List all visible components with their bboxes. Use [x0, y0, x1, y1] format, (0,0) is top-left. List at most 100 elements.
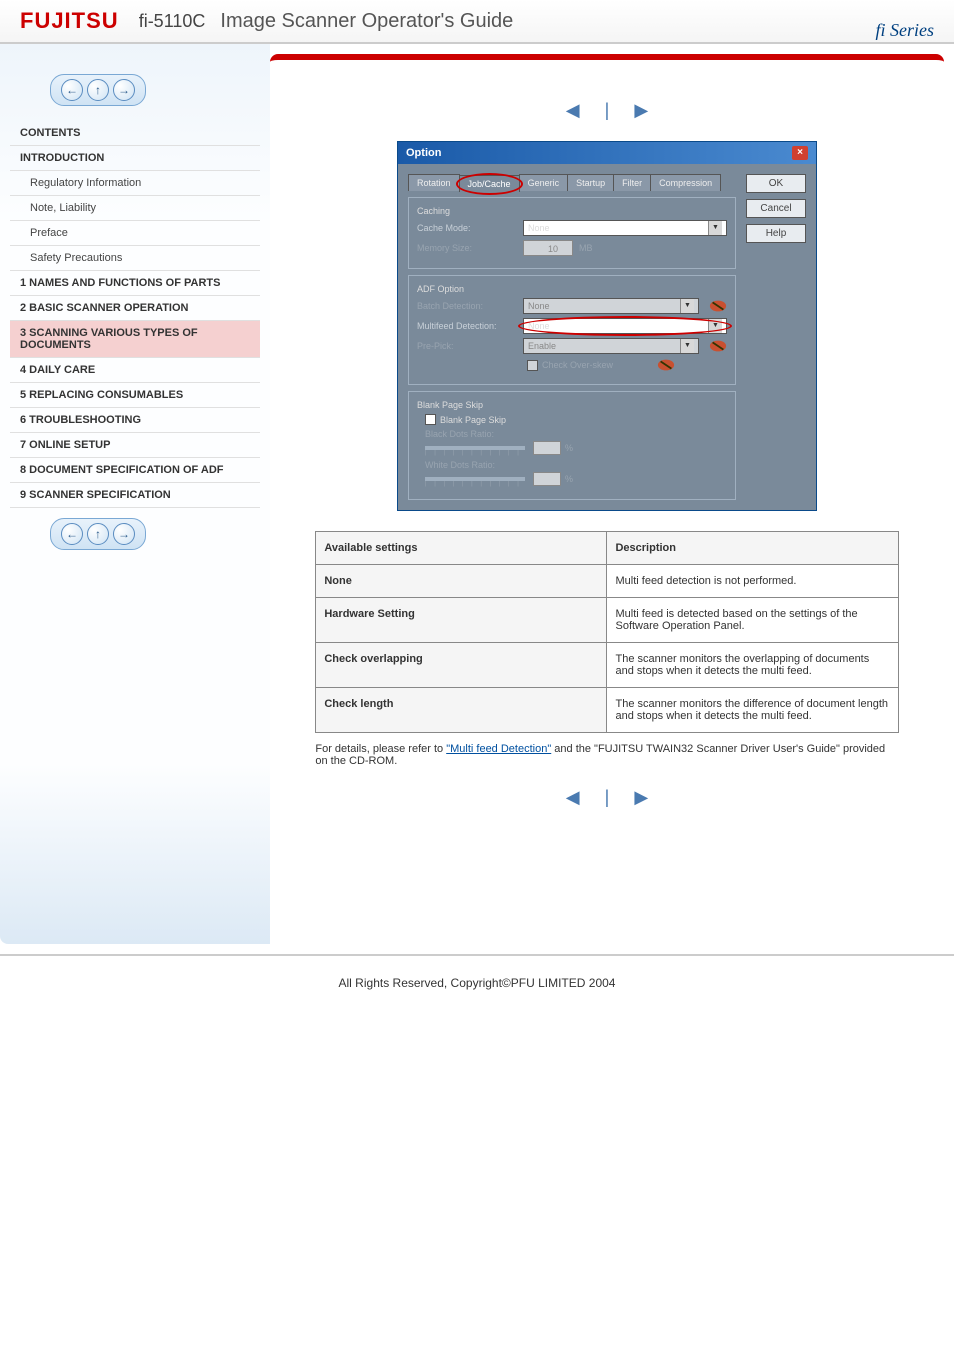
- blank-legend: Blank Page Skip: [417, 400, 727, 410]
- series-badge: fi Series: [876, 20, 935, 41]
- caching-legend: Caching: [417, 206, 727, 216]
- nav-forward-button[interactable]: →: [113, 79, 135, 101]
- dialog-body: RotationJob/CacheGenericStartupFilterCom…: [398, 164, 816, 510]
- toc-item[interactable]: 8 DOCUMENT SPECIFICATION OF ADF: [10, 458, 260, 483]
- pager-divider-bottom: |: [605, 787, 610, 807]
- batch-detection-select: None▼: [523, 298, 699, 314]
- table-cell: Check overlapping: [316, 643, 607, 688]
- nav-back-button-2[interactable]: ←: [61, 523, 83, 545]
- cache-mode-label: Cache Mode:: [417, 223, 517, 233]
- pager-top: ◀ | ▶: [290, 100, 924, 121]
- table-cell: Check length: [316, 688, 607, 733]
- model-number: fi-5110C: [139, 11, 206, 32]
- toc-item[interactable]: 1 NAMES AND FUNCTIONS OF PARTS: [10, 271, 260, 296]
- toc-item[interactable]: 9 SCANNER SPECIFICATION: [10, 483, 260, 508]
- tab-job-cache[interactable]: Job/Cache: [459, 175, 520, 192]
- table-of-contents: CONTENTSINTRODUCTIONRegulatory Informati…: [10, 121, 260, 508]
- dialog-main-panel: RotationJob/CacheGenericStartupFilterCom…: [408, 174, 736, 500]
- adf-legend: ADF Option: [417, 284, 727, 294]
- dialog-button-column: OK Cancel Help: [746, 174, 806, 500]
- chevron-down-icon: ▼: [708, 221, 722, 235]
- cache-mode-select[interactable]: None▼: [523, 220, 727, 236]
- nav-up-button-2[interactable]: ↑: [87, 523, 109, 545]
- toc-item[interactable]: 2 BASIC SCANNER OPERATION: [10, 296, 260, 321]
- chevron-down-icon: ▼: [680, 299, 694, 313]
- chevron-down-icon: ▼: [680, 339, 694, 353]
- main-layout: ← ↑ → CONTENTSINTRODUCTIONRegulatory Inf…: [0, 44, 954, 944]
- brand-logo: FUJITSU: [20, 8, 119, 34]
- toc-item[interactable]: CONTENTS: [10, 121, 260, 146]
- multifeed-detection-select[interactable]: None▼: [523, 318, 727, 334]
- nav-forward-button-2[interactable]: →: [113, 523, 135, 545]
- table-row: Check lengthThe scanner monitors the dif…: [316, 688, 898, 733]
- table-header: Available settings: [316, 532, 607, 565]
- toc-item[interactable]: Regulatory Information: [10, 171, 260, 196]
- unavailable-icon: [709, 299, 727, 313]
- black-dots-label: Black Dots Ratio:: [425, 429, 494, 439]
- toc-item[interactable]: Safety Precautions: [10, 246, 260, 271]
- tab-startup[interactable]: Startup: [567, 174, 614, 191]
- chevron-down-icon: ▼: [708, 319, 722, 333]
- nav-button-group-top: ← ↑ →: [50, 74, 146, 106]
- white-dots-slider: [425, 477, 525, 481]
- table-cell: Multi feed is detected based on the sett…: [607, 598, 898, 643]
- cancel-button[interactable]: Cancel: [746, 199, 806, 218]
- tab-rotation[interactable]: Rotation: [408, 174, 460, 191]
- pager-divider: |: [605, 100, 610, 120]
- table-row: Hardware SettingMulti feed is detected b…: [316, 598, 898, 643]
- prepick-select: Enable▼: [523, 338, 699, 354]
- toc-item[interactable]: 5 REPLACING CONSUMABLES: [10, 383, 260, 408]
- unavailable-icon: [657, 358, 675, 372]
- dialog-titlebar: Option ×: [398, 142, 816, 164]
- white-dots-value: [533, 472, 561, 486]
- blank-page-skip-checkbox[interactable]: [425, 414, 436, 425]
- blank-page-skip-group: Blank Page Skip Blank Page Skip Black Do…: [408, 391, 736, 500]
- option-dialog: Option × RotationJob/CacheGenericStartup…: [397, 141, 817, 511]
- black-dots-value: [533, 441, 561, 455]
- toc-item[interactable]: 6 TROUBLESHOOTING: [10, 408, 260, 433]
- toc-item[interactable]: 4 DAILY CARE: [10, 358, 260, 383]
- pager-next[interactable]: ▶: [634, 100, 648, 120]
- toc-item[interactable]: Note, Liability: [10, 196, 260, 221]
- pager-prev-bottom[interactable]: ◀: [566, 787, 580, 807]
- dialog-tabs: RotationJob/CacheGenericStartupFilterCom…: [408, 174, 736, 191]
- adf-option-group: ADF Option Batch Detection: None▼ Multif…: [408, 275, 736, 385]
- unavailable-icon: [709, 339, 727, 353]
- multifeed-detection-label: Multifeed Detection:: [417, 321, 517, 331]
- close-icon[interactable]: ×: [792, 146, 808, 160]
- dialog-title-text: Option: [406, 147, 441, 159]
- prepick-label: Pre-Pick:: [417, 341, 517, 351]
- toc-item[interactable]: 3 SCANNING VARIOUS TYPES OF DOCUMENTS: [10, 321, 260, 358]
- pager-bottom: ◀ | ▶: [290, 787, 924, 808]
- sidebar: ← ↑ → CONTENTSINTRODUCTIONRegulatory Inf…: [0, 44, 270, 944]
- overskew-label: Check Over-skew: [542, 360, 613, 370]
- nav-up-button[interactable]: ↑: [87, 79, 109, 101]
- white-dots-label: White Dots Ratio:: [425, 460, 495, 470]
- page-footer: All Rights Reserved, Copyright©PFU LIMIT…: [0, 954, 954, 1010]
- toc-item[interactable]: INTRODUCTION: [10, 146, 260, 171]
- table-row: Check overlappingThe scanner monitors th…: [316, 643, 898, 688]
- tab-generic[interactable]: Generic: [519, 174, 569, 191]
- ok-button[interactable]: OK: [746, 174, 806, 193]
- nav-back-button[interactable]: ←: [61, 79, 83, 101]
- multifeed-link[interactable]: "Multi feed Detection": [446, 743, 551, 755]
- overskew-checkbox: [527, 360, 538, 371]
- batch-detection-label: Batch Detection:: [417, 301, 517, 311]
- content-area: ◀ | ▶ Option × RotationJob/CacheGenericS…: [270, 54, 944, 944]
- page-header: FUJITSU fi-5110C Image Scanner Operator'…: [0, 0, 954, 44]
- table-cell: Hardware Setting: [316, 598, 607, 643]
- settings-table: Available settingsDescription NoneMulti …: [315, 531, 898, 733]
- tab-compression[interactable]: Compression: [650, 174, 721, 191]
- toc-item[interactable]: 7 ONLINE SETUP: [10, 433, 260, 458]
- pager-next-bottom[interactable]: ▶: [634, 787, 648, 807]
- help-button[interactable]: Help: [746, 224, 806, 243]
- table-cell: The scanner monitors the difference of d…: [607, 688, 898, 733]
- memory-size-spinner: 10: [523, 240, 573, 256]
- tab-filter[interactable]: Filter: [613, 174, 651, 191]
- blank-page-skip-label: Blank Page Skip: [440, 415, 506, 425]
- pager-prev[interactable]: ◀: [566, 100, 580, 120]
- table-header: Description: [607, 532, 898, 565]
- toc-item[interactable]: Preface: [10, 221, 260, 246]
- memory-size-unit: MB: [579, 243, 593, 253]
- nav-button-group-bottom: ← ↑ →: [50, 518, 146, 550]
